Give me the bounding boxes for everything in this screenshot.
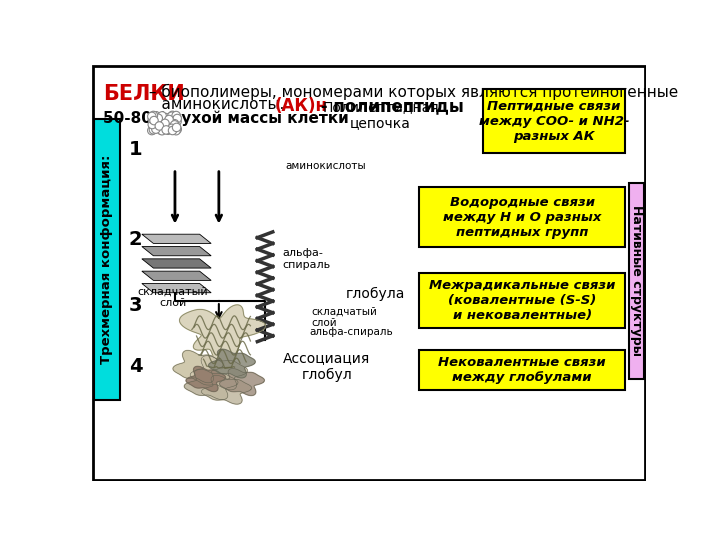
Polygon shape xyxy=(220,368,264,395)
Text: альфа-спираль: альфа-спираль xyxy=(310,327,393,337)
Circle shape xyxy=(149,111,158,120)
Text: 50-80% сухой массы клетки: 50-80% сухой массы клетки xyxy=(104,110,349,126)
Text: Межрадикальные связи
(ковалентные (S-S)
и нековалентные): Межрадикальные связи (ковалентные (S-S) … xyxy=(429,279,616,322)
Circle shape xyxy=(168,111,176,119)
Text: – биополимеры, мономерами которых являются протеиногенные: – биополимеры, мономерами которых являют… xyxy=(144,84,678,100)
Circle shape xyxy=(173,117,181,126)
Text: аминокислоты.: аминокислоты. xyxy=(104,97,284,112)
Text: складчатый
слой: складчатый слой xyxy=(311,307,377,328)
Polygon shape xyxy=(179,305,266,368)
Circle shape xyxy=(161,116,169,125)
Circle shape xyxy=(148,115,156,124)
Text: БЕЛКИ: БЕЛКИ xyxy=(104,84,185,104)
Circle shape xyxy=(172,123,181,132)
Text: 4: 4 xyxy=(129,357,143,376)
Bar xyxy=(483,90,626,153)
Circle shape xyxy=(155,122,163,130)
Polygon shape xyxy=(202,375,252,404)
Circle shape xyxy=(172,111,181,120)
Polygon shape xyxy=(142,234,211,244)
Circle shape xyxy=(173,125,181,133)
Bar xyxy=(419,273,626,328)
Text: Пептидные связи
между COO- и NH2-
разных АК: Пептидные связи между COO- и NH2- разных… xyxy=(479,100,629,143)
Circle shape xyxy=(172,126,180,135)
Circle shape xyxy=(167,124,176,132)
Polygon shape xyxy=(190,356,248,390)
Text: Нековалентные связи
между глобулами: Нековалентные связи между глобулами xyxy=(438,356,606,384)
Text: аминокислоты: аминокислоты xyxy=(286,161,366,171)
Polygon shape xyxy=(142,247,211,256)
Circle shape xyxy=(173,114,181,123)
Circle shape xyxy=(152,125,160,133)
Circle shape xyxy=(154,122,163,130)
Text: Водородные связи
между H и O разных
пептидных групп: Водородные связи между H и O разных пепт… xyxy=(443,196,601,239)
Text: складчатый
слой: складчатый слой xyxy=(138,287,208,308)
Text: Полипептидная
цепочка: Полипептидная цепочка xyxy=(323,100,439,130)
Bar xyxy=(419,187,626,247)
Circle shape xyxy=(154,114,163,123)
Circle shape xyxy=(155,118,163,127)
Circle shape xyxy=(168,112,176,120)
Circle shape xyxy=(172,113,181,121)
Bar xyxy=(629,183,644,379)
Circle shape xyxy=(158,126,166,135)
Circle shape xyxy=(149,125,158,134)
Text: (АК)н: (АК)н xyxy=(275,97,328,115)
Text: Нативные структуры: Нативные структуры xyxy=(630,205,643,356)
Text: Трехмерная конформация:: Трехмерная конформация: xyxy=(100,155,113,364)
Polygon shape xyxy=(173,350,223,383)
Text: 2: 2 xyxy=(129,230,143,249)
Circle shape xyxy=(152,112,160,120)
Circle shape xyxy=(148,120,156,129)
Bar xyxy=(419,350,626,390)
Circle shape xyxy=(150,116,158,125)
Text: глобула: глобула xyxy=(346,287,405,301)
Circle shape xyxy=(161,119,169,127)
Circle shape xyxy=(171,120,179,129)
Text: - полипептиды: - полипептиды xyxy=(315,97,464,115)
Circle shape xyxy=(150,124,158,132)
Text: альфа-
спираль: альфа- спираль xyxy=(283,248,331,269)
Circle shape xyxy=(157,126,166,134)
Circle shape xyxy=(148,112,156,120)
Circle shape xyxy=(171,119,179,128)
Polygon shape xyxy=(184,369,238,400)
Text: 3: 3 xyxy=(129,295,143,314)
Polygon shape xyxy=(209,349,256,378)
Circle shape xyxy=(158,112,166,120)
Bar xyxy=(94,119,120,400)
Circle shape xyxy=(163,126,172,134)
Polygon shape xyxy=(142,259,211,268)
Polygon shape xyxy=(186,366,225,391)
Circle shape xyxy=(170,123,178,131)
Text: Ассоциация
глобул: Ассоциация глобул xyxy=(283,352,370,382)
Polygon shape xyxy=(142,271,211,280)
Text: 1: 1 xyxy=(129,140,143,159)
Circle shape xyxy=(165,115,174,124)
Circle shape xyxy=(162,113,171,122)
Circle shape xyxy=(148,126,156,135)
Polygon shape xyxy=(142,284,211,293)
Circle shape xyxy=(162,126,171,134)
Circle shape xyxy=(165,124,174,133)
Circle shape xyxy=(168,126,177,135)
